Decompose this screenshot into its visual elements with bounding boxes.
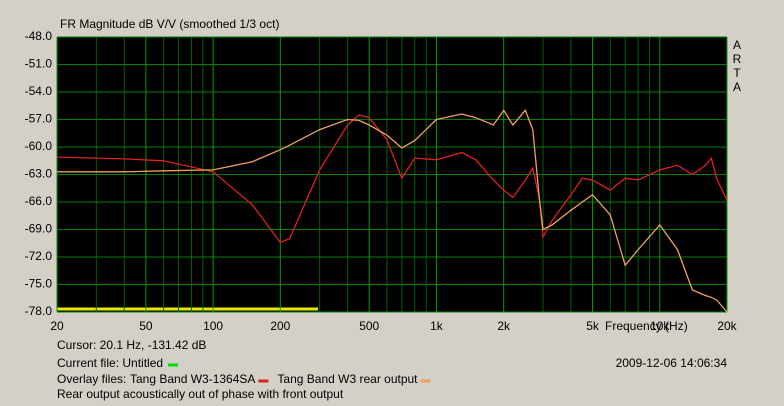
x-tick-label: 5k (586, 319, 600, 333)
overlay-label: Overlay files: (57, 372, 126, 386)
x-tick-label: 10k (650, 319, 670, 333)
series-line (57, 109, 728, 313)
x-tick-label: 20 (50, 319, 64, 333)
x-tick-label: 1k (430, 319, 444, 333)
y-tick-label: -54.0 (25, 84, 53, 98)
x-tick-label: 2k (497, 319, 511, 333)
x-tick-label: 50 (139, 319, 153, 333)
y-tick-label: -66.0 (25, 194, 53, 208)
legend-entry: Tang Band W3-1364SA (130, 372, 255, 386)
cursor-readout: Cursor: 20.1 Hz, -131.42 dB (57, 338, 206, 352)
legend-entry: Tang Band W3 rear output (277, 372, 418, 386)
x-tick-label: 500 (359, 319, 379, 333)
y-tick-label: -51.0 (25, 57, 53, 71)
y-tick-label: -75.0 (25, 277, 53, 291)
x-tick-label: 100 (203, 319, 223, 333)
brand-letter: R (733, 52, 742, 66)
y-tick-label: -78.0 (25, 304, 53, 318)
y-tick-label: -48.0 (25, 29, 53, 43)
chart-title: FR Magnitude dB V/V (smoothed 1/3 oct) (60, 17, 279, 31)
brand-letter: A (733, 80, 741, 94)
note: Rear output acoustically out of phase wi… (57, 387, 344, 401)
series-line (56, 114, 728, 244)
y-tick-label: -69.0 (25, 222, 53, 236)
x-tick-label: 200 (270, 319, 290, 333)
x-axis-label: Frequency (Hz) (605, 319, 688, 333)
timestamp: 2009-12-06 14:06:34 (616, 356, 728, 370)
brand-letter: T (733, 66, 741, 80)
y-tick-label: -57.0 (25, 112, 53, 126)
y-tick-label: -72.0 (25, 249, 53, 263)
y-tick-label: -63.0 (25, 167, 53, 181)
brand-letter: A (733, 38, 741, 52)
y-tick-label: -60.0 (25, 139, 53, 153)
current-file: Current file: Untitled (57, 356, 163, 370)
x-tick-label: 20k (717, 319, 737, 333)
